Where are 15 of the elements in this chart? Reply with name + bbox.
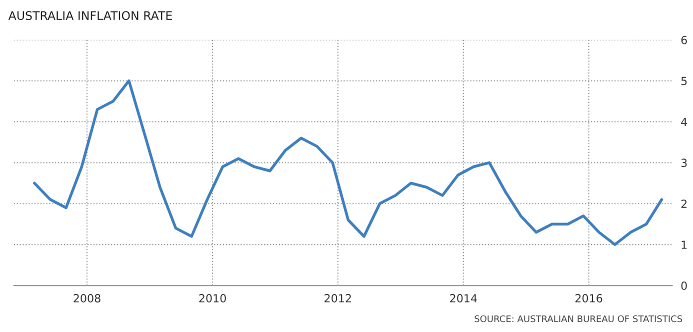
x-tick-label: 2012 bbox=[324, 294, 351, 302]
y-tick-label: 6 bbox=[681, 36, 687, 44]
y-tick-label: 0 bbox=[681, 281, 687, 290]
x-tick-label: 2016 bbox=[575, 294, 602, 302]
chart-title: AUSTRALIA INFLATION RATE bbox=[8, 11, 172, 20]
y-tick-label: 3 bbox=[681, 158, 687, 168]
y-tick-label: 2 bbox=[681, 200, 686, 208]
line-series bbox=[33, 79, 664, 246]
y-tick-label: 5 bbox=[681, 76, 687, 86]
y-tick-label: 1 bbox=[682, 240, 687, 249]
x-tick-label: 2010 bbox=[199, 294, 226, 302]
source-note: SOURCE: AUSTRALIAN BUREAU OF STATISTICS bbox=[474, 315, 682, 322]
x-tick-label: 2014 bbox=[450, 294, 477, 302]
y-tick-label: 4 bbox=[681, 118, 687, 126]
x-tick-label: 2008 bbox=[74, 294, 100, 302]
